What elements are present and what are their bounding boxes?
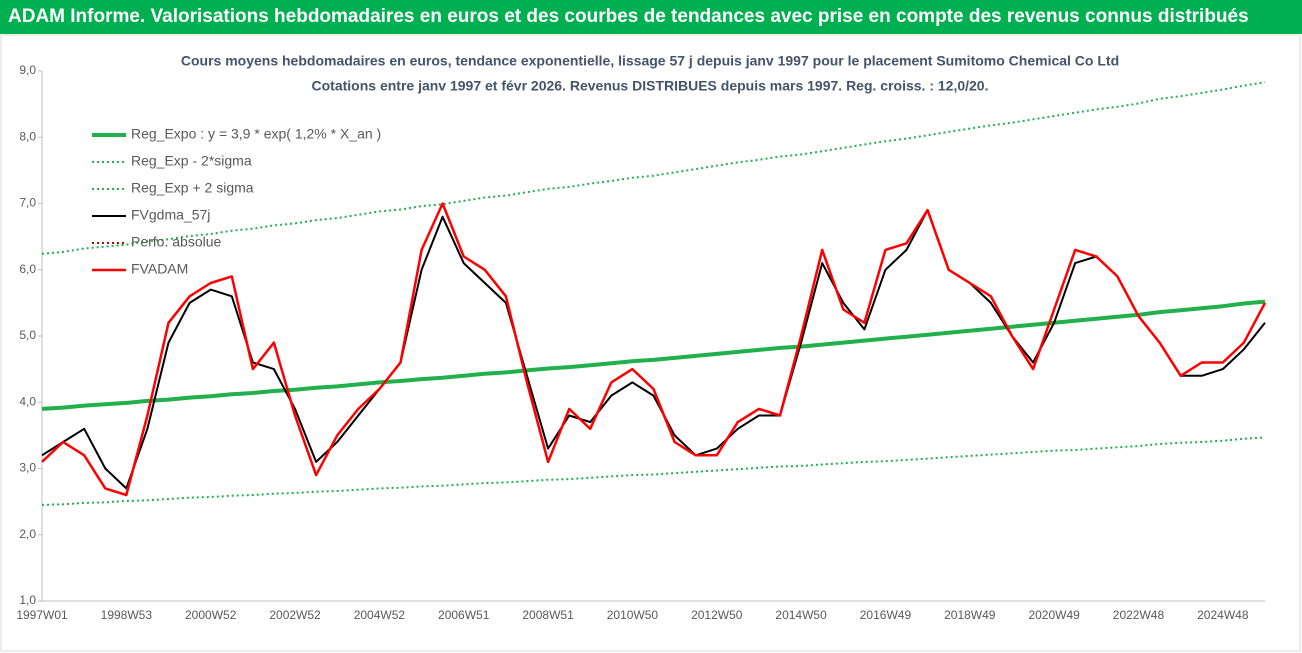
- x-tick-label: 1997W01: [16, 608, 68, 622]
- legend-label: Perfo. absolue: [131, 234, 221, 250]
- y-tick-label: 6,0: [19, 262, 36, 276]
- x-tick-label: 1998W53: [101, 608, 153, 622]
- y-tick-label: 1,0: [19, 593, 36, 607]
- x-tick-label: 2020W49: [1028, 608, 1080, 622]
- x-tick-label: 2014W50: [775, 608, 827, 622]
- legend-label: FVADAM: [131, 261, 188, 277]
- x-tick-label: 2004W52: [354, 608, 406, 622]
- x-tick-label: 2024W48: [1197, 608, 1249, 622]
- y-tick-label: 8,0: [19, 129, 36, 143]
- x-tick-label: 2022W48: [1113, 608, 1165, 622]
- y-tick-label: 5,0: [19, 328, 36, 342]
- x-tick-label: 2018W49: [944, 608, 996, 622]
- legend-label: Reg_Exp - 2*sigma: [131, 153, 252, 169]
- series-line: [41, 81, 1266, 255]
- y-tick-label: 3,0: [19, 461, 36, 475]
- chart-border: [0, 34, 1301, 652]
- y-tick-label: 7,0: [19, 196, 36, 210]
- series-line: [41, 299, 1266, 411]
- legend-label: Reg_Expo : y = 3,9 * exp( 1,2% * X_an ): [131, 126, 381, 142]
- legend-label: FVgdma_57j: [131, 207, 210, 223]
- chart-subtitle: Cotations entre janv 1997 et févr 2026. …: [312, 78, 989, 94]
- y-tick-label: 9,0: [19, 63, 36, 77]
- x-tick-label: 2006W51: [438, 608, 490, 622]
- y-tick-label: 4,0: [19, 394, 36, 408]
- x-tick-label: 2000W52: [185, 608, 237, 622]
- chart-title: Cours moyens hebdomadaires en euros, ten…: [181, 53, 1119, 69]
- series-line: [41, 436, 1266, 506]
- x-tick-label: 2002W52: [269, 608, 321, 622]
- header-title: ADAM Informe. Valorisations hebdomadaire…: [0, 0, 1302, 34]
- x-tick-label: 2010W50: [607, 608, 659, 622]
- x-tick-label: 2016W49: [860, 608, 912, 622]
- chart: Cours moyens hebdomadaires en euros, ten…: [0, 34, 1301, 652]
- legend-label: Reg_Exp + 2 sigma: [131, 180, 254, 196]
- series-line: [41, 202, 1267, 497]
- x-tick-label: 2008W51: [522, 608, 574, 622]
- x-tick-label: 2012W50: [691, 608, 743, 622]
- y-tick-label: 2,0: [19, 527, 36, 541]
